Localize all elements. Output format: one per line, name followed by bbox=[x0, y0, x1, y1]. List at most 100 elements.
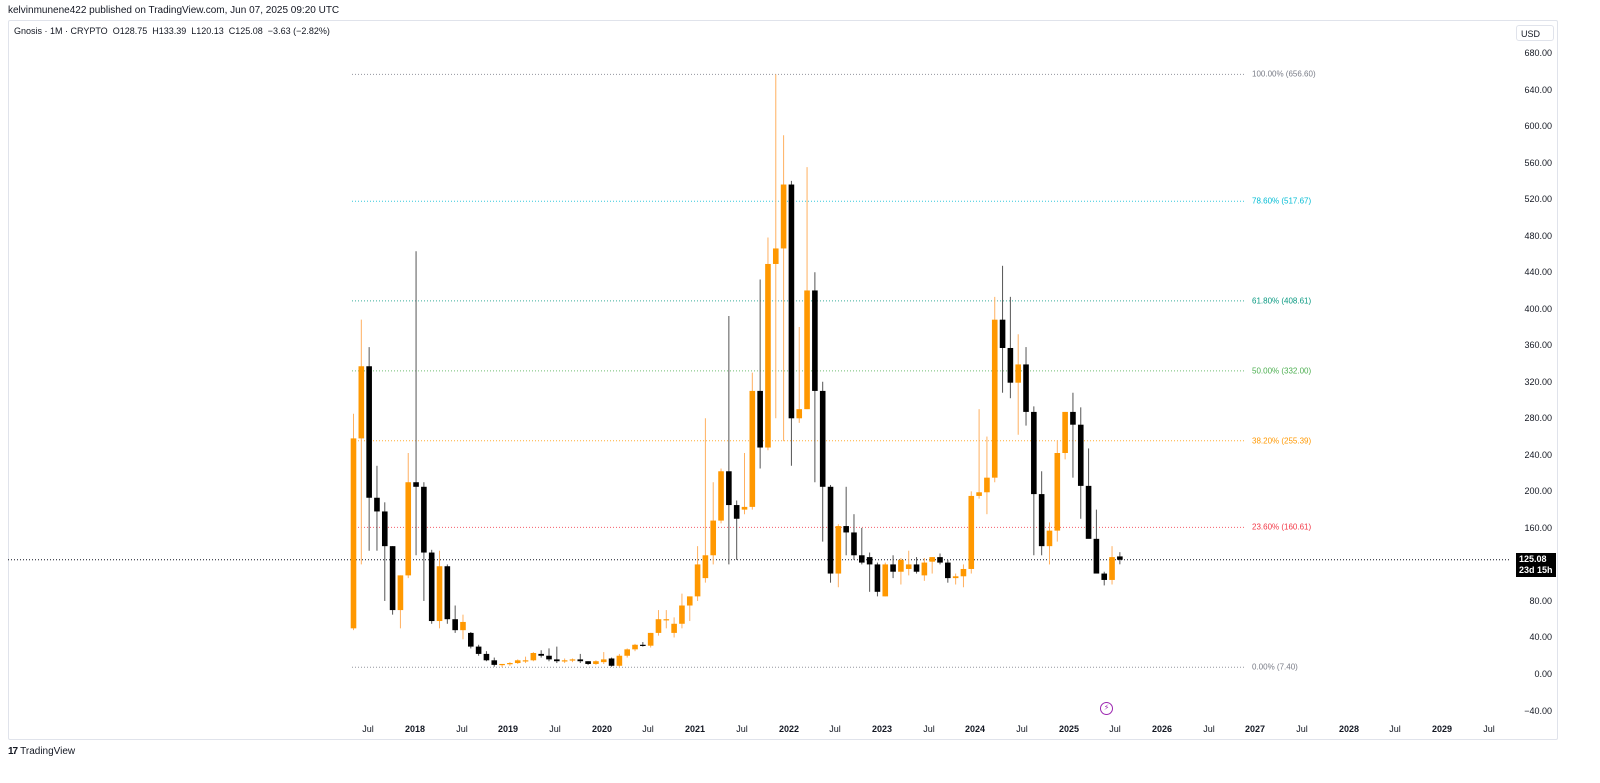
candle[interactable] bbox=[577, 653, 584, 664]
candle[interactable] bbox=[460, 614, 466, 640]
candle[interactable] bbox=[640, 642, 646, 647]
candle[interactable] bbox=[1054, 440, 1061, 542]
candle[interactable] bbox=[397, 575, 404, 629]
candle[interactable] bbox=[647, 632, 654, 648]
candle[interactable] bbox=[1117, 552, 1123, 565]
candle[interactable] bbox=[866, 552, 873, 592]
candle[interactable] bbox=[976, 409, 982, 499]
candle[interactable] bbox=[475, 644, 482, 656]
candle[interactable] bbox=[749, 372, 756, 510]
candle[interactable] bbox=[413, 251, 419, 556]
candle[interactable] bbox=[890, 555, 896, 579]
candle[interactable] bbox=[1038, 471, 1045, 556]
candle[interactable] bbox=[468, 631, 474, 649]
candle[interactable] bbox=[507, 662, 513, 666]
candle[interactable] bbox=[796, 326, 803, 423]
candle[interactable] bbox=[522, 656, 529, 664]
candle[interactable] bbox=[921, 558, 928, 581]
candle[interactable] bbox=[945, 559, 951, 583]
candle[interactable] bbox=[389, 546, 396, 615]
candle[interactable] bbox=[726, 316, 732, 565]
candle[interactable] bbox=[546, 648, 552, 662]
candle[interactable] bbox=[905, 550, 912, 576]
candle[interactable] bbox=[1085, 448, 1092, 539]
candle[interactable] bbox=[608, 657, 615, 667]
candle[interactable] bbox=[819, 381, 826, 542]
candle[interactable] bbox=[569, 658, 576, 663]
candle[interactable] bbox=[561, 658, 568, 664]
candle[interactable] bbox=[350, 413, 357, 631]
candle[interactable] bbox=[600, 652, 607, 664]
candle[interactable] bbox=[679, 593, 685, 629]
candle[interactable] bbox=[851, 514, 857, 560]
candle[interactable] bbox=[624, 648, 630, 658]
candle[interactable] bbox=[1093, 509, 1100, 574]
candle[interactable] bbox=[1015, 334, 1021, 435]
candle[interactable] bbox=[952, 573, 959, 585]
tradingview-brand[interactable]: 17 TradingView bbox=[8, 746, 75, 757]
candle[interactable] bbox=[788, 180, 795, 466]
candle[interactable] bbox=[655, 610, 662, 636]
candle[interactable] bbox=[718, 468, 724, 524]
candle[interactable] bbox=[780, 135, 787, 442]
candle[interactable] bbox=[968, 491, 975, 574]
candle[interactable] bbox=[1062, 411, 1068, 460]
candle[interactable] bbox=[1077, 407, 1084, 519]
candle[interactable] bbox=[1031, 406, 1037, 556]
candle[interactable] bbox=[686, 596, 693, 622]
candle[interactable] bbox=[428, 549, 435, 624]
candle[interactable] bbox=[616, 653, 623, 668]
candle[interactable] bbox=[843, 486, 849, 556]
candle[interactable] bbox=[882, 562, 889, 597]
candle[interactable] bbox=[741, 453, 748, 515]
candle[interactable] bbox=[757, 279, 763, 469]
candle[interactable] bbox=[859, 527, 865, 565]
event-marker-icon[interactable]: ⚡ bbox=[1100, 702, 1113, 715]
candle[interactable] bbox=[1007, 296, 1014, 399]
candle[interactable] bbox=[874, 562, 881, 597]
candle[interactable] bbox=[514, 659, 521, 664]
candle[interactable] bbox=[765, 237, 771, 451]
candle[interactable] bbox=[663, 610, 670, 629]
candle[interactable] bbox=[585, 661, 591, 665]
candle[interactable] bbox=[999, 265, 1006, 393]
candle[interactable] bbox=[632, 643, 638, 652]
candle[interactable] bbox=[1109, 546, 1115, 585]
candle[interactable] bbox=[358, 319, 365, 565]
candle[interactable] bbox=[772, 74, 779, 419]
candle[interactable] bbox=[530, 652, 537, 662]
candle[interactable] bbox=[671, 617, 677, 638]
candle[interactable] bbox=[1101, 571, 1108, 586]
candle[interactable] bbox=[405, 453, 412, 579]
candle[interactable] bbox=[984, 436, 990, 515]
candle[interactable] bbox=[1023, 347, 1029, 426]
candle[interactable] bbox=[366, 347, 372, 551]
candle[interactable] bbox=[702, 418, 709, 583]
candle[interactable] bbox=[374, 465, 380, 551]
candle[interactable] bbox=[499, 663, 505, 668]
candle[interactable] bbox=[593, 660, 599, 665]
candle[interactable] bbox=[538, 650, 544, 658]
candle[interactable] bbox=[1070, 392, 1076, 478]
candle[interactable] bbox=[898, 558, 904, 585]
candle[interactable] bbox=[960, 564, 967, 588]
candle[interactable] bbox=[421, 482, 427, 601]
candle[interactable] bbox=[694, 546, 701, 601]
candle[interactable] bbox=[444, 564, 451, 624]
candle[interactable] bbox=[1046, 522, 1053, 565]
candle[interactable] bbox=[491, 657, 498, 667]
candle[interactable] bbox=[452, 605, 458, 633]
candle[interactable] bbox=[804, 167, 810, 410]
candle[interactable] bbox=[929, 557, 935, 574]
candle[interactable] bbox=[913, 557, 920, 574]
candle[interactable] bbox=[381, 502, 388, 601]
candle[interactable] bbox=[937, 553, 943, 565]
candle[interactable] bbox=[812, 272, 818, 483]
candle[interactable] bbox=[991, 296, 998, 483]
currency-button[interactable]: USD bbox=[1516, 25, 1554, 41]
candle[interactable] bbox=[835, 524, 842, 588]
candle[interactable] bbox=[733, 500, 740, 560]
candle[interactable] bbox=[827, 484, 834, 583]
candle[interactable] bbox=[436, 550, 443, 629]
